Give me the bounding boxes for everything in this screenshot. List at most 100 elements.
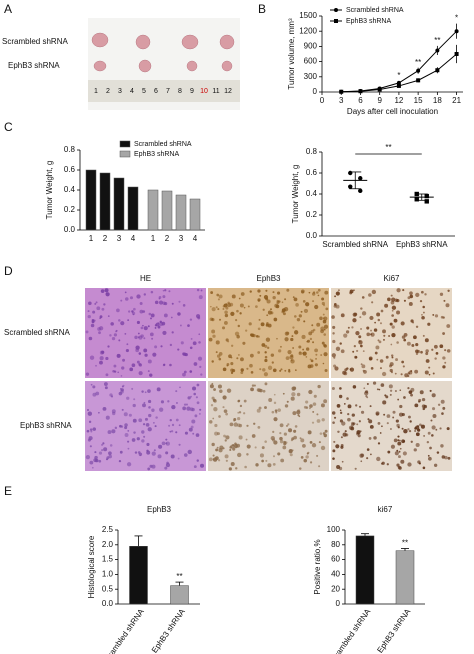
cell <box>268 398 273 402</box>
cell <box>324 290 329 295</box>
cell <box>162 364 166 367</box>
cell <box>103 382 108 386</box>
cell <box>169 363 172 367</box>
ruler-label: 3 <box>118 88 122 95</box>
cell <box>314 363 318 367</box>
cell <box>125 297 129 301</box>
cell <box>340 313 345 318</box>
ruler-label: 6 <box>154 88 158 95</box>
cell <box>283 440 287 444</box>
cell <box>266 314 269 317</box>
cell <box>381 371 387 377</box>
cell <box>299 467 302 470</box>
cell <box>440 399 445 404</box>
cell <box>377 421 381 425</box>
cell <box>183 453 188 457</box>
cell <box>277 408 281 412</box>
histology-image <box>85 381 206 471</box>
cell <box>138 362 142 366</box>
cell <box>297 414 300 417</box>
cell <box>158 300 164 305</box>
cell <box>158 297 161 300</box>
bar <box>175 194 187 231</box>
cell <box>189 346 193 350</box>
cell <box>226 364 229 367</box>
cell <box>224 439 227 442</box>
cell <box>97 327 101 331</box>
cell <box>334 295 337 298</box>
cell <box>216 293 220 297</box>
cell <box>407 462 412 467</box>
y-tick-label: 1.0 <box>102 570 114 579</box>
cell <box>380 383 385 387</box>
y-tick-label: 0 <box>336 599 341 608</box>
cell <box>315 353 318 356</box>
cell <box>265 459 268 462</box>
x-tick-label: 4 <box>193 234 198 243</box>
cell <box>280 458 285 463</box>
cell <box>184 431 188 435</box>
cell <box>442 406 446 410</box>
cell <box>105 292 108 295</box>
cell <box>302 300 306 303</box>
cell <box>230 461 235 466</box>
cell <box>303 405 307 409</box>
column-header: EphB3 <box>256 274 281 283</box>
cell <box>309 440 313 444</box>
cell <box>366 448 370 451</box>
cell <box>133 398 136 401</box>
cell <box>296 392 301 397</box>
cell <box>319 432 323 435</box>
cell <box>225 303 228 306</box>
cell <box>366 326 370 330</box>
cell <box>377 339 380 342</box>
cell <box>311 421 315 424</box>
marker <box>414 191 419 197</box>
cell <box>175 418 179 422</box>
cell <box>277 452 281 456</box>
panel-label: C <box>4 120 13 134</box>
cell <box>198 295 203 300</box>
cell <box>146 442 150 447</box>
cell <box>120 389 124 394</box>
cell <box>399 447 402 450</box>
cell <box>267 365 273 370</box>
cell <box>191 419 196 424</box>
ruler-label: 9 <box>190 88 194 95</box>
y-tick-label: 0.6 <box>306 168 318 177</box>
cell <box>126 462 132 467</box>
cell <box>413 335 417 340</box>
cell <box>417 428 421 432</box>
cell <box>331 387 335 391</box>
cell <box>387 297 391 302</box>
cell <box>353 345 356 348</box>
cell <box>356 423 359 426</box>
cell <box>391 314 394 317</box>
cell <box>111 429 116 434</box>
cell <box>435 428 438 431</box>
cell <box>225 306 229 310</box>
cell <box>116 308 120 313</box>
cell <box>388 335 391 338</box>
ruler-label: 10 <box>200 88 208 95</box>
x-tick-label: Scrambled shRNA <box>322 240 388 249</box>
cell <box>332 332 335 335</box>
cell <box>430 419 433 422</box>
cell <box>416 424 420 428</box>
column-header: HE <box>140 274 151 283</box>
cell <box>126 343 129 346</box>
cell <box>121 385 124 388</box>
cell <box>290 359 293 362</box>
cell <box>237 452 242 458</box>
cell <box>211 360 214 363</box>
y-tick-label: 1500 <box>299 11 317 20</box>
cell <box>138 336 140 339</box>
cell <box>434 357 437 360</box>
cell <box>323 433 328 438</box>
cell <box>178 300 181 303</box>
marker <box>334 8 338 12</box>
cell <box>397 439 400 442</box>
cell <box>308 291 311 294</box>
cell <box>230 356 233 359</box>
cell <box>414 403 419 408</box>
